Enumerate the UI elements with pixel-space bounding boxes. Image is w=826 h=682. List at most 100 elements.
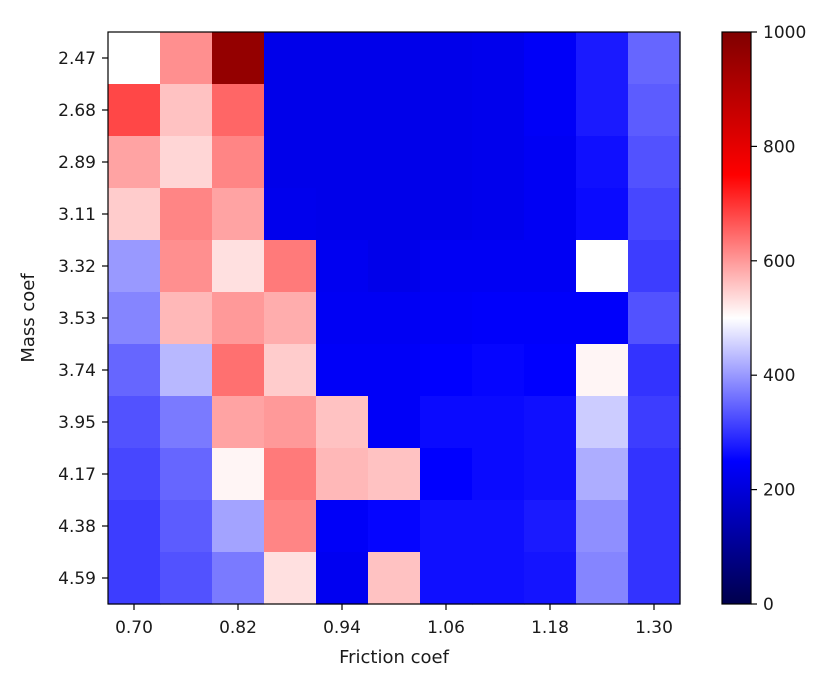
heatmap-cell [108,188,161,241]
heatmap-cell [368,500,421,553]
heatmap-cell [472,136,525,189]
heatmap-cell [576,396,629,449]
heatmap-cell [264,32,317,85]
heatmap-cell [264,188,317,241]
heatmap-cell [368,344,421,397]
y-tick-label: 2.47 [58,49,96,69]
heatmap-cell [264,552,317,605]
x-tick-label: 0.94 [323,618,361,638]
heatmap-cell [316,240,369,293]
heatmap-cell [472,188,525,241]
y-tick-label: 4.17 [58,465,96,485]
heatmap-cell [108,500,161,553]
heatmap-cell [368,292,421,345]
heatmap-cell [108,396,161,449]
x-tick-label: 0.70 [115,618,153,638]
heatmap-cell [472,240,525,293]
heatmap-cell [524,396,577,449]
colorbar-tick-label: 1000 [763,23,806,43]
heatmap-cell [316,136,369,189]
y-tick-label: 2.89 [58,153,96,173]
heatmap-cell [368,188,421,241]
heatmap-cell [212,500,265,553]
heatmap-cell [160,188,213,241]
heatmap-cell [264,344,317,397]
heatmap-cell [524,84,577,137]
heatmap-cell [524,292,577,345]
heatmap-cell [160,448,213,501]
y-tick-label: 3.53 [58,309,96,329]
heatmap-cell [316,84,369,137]
heatmap-cell [264,292,317,345]
heatmap-cell [264,136,317,189]
heatmap-cell [212,188,265,241]
x-tick-label: 1.06 [427,618,465,638]
heatmap-cell [628,344,681,397]
heatmap-cell [420,32,473,85]
heatmap-cell [524,32,577,85]
heatmap-cell [420,396,473,449]
heatmap-cell [316,344,369,397]
heatmap-cell [472,292,525,345]
y-tick-label: 3.74 [58,361,96,381]
heatmap-cell [628,240,681,293]
heatmap-cell [576,188,629,241]
heatmap-cell [108,32,161,85]
y-tick-label: 4.38 [58,517,96,537]
heatmap-cell [160,32,213,85]
heatmap-cell [264,84,317,137]
heatmap-cell [524,500,577,553]
heatmap-cell [472,32,525,85]
y-axis-label: Mass coef [18,273,39,363]
heatmap-cell [264,396,317,449]
heatmap-cell [420,344,473,397]
heatmap-cell [472,448,525,501]
heatmap-cell [576,552,629,605]
heatmap-cell [160,500,213,553]
heatmap-cell [524,240,577,293]
heatmap-cell [160,552,213,605]
heatmap-cells [108,32,681,605]
colorbar-tick-label: 600 [763,252,795,272]
heatmap-cell [628,396,681,449]
heatmap-cell [368,84,421,137]
heatmap-cell [212,396,265,449]
heatmap-cell [212,344,265,397]
y-axis-ticks: 2.47 2.68 2.89 3.11 3.32 3.53 3.74 3.95 4.17 4.38… [58,49,108,589]
heatmap-cell [316,396,369,449]
x-tick-label: 1.18 [531,618,569,638]
y-tick-label: 2.68 [58,101,96,121]
colorbar-tick-label: 400 [763,366,795,386]
heatmap-cell [368,240,421,293]
heatmap-cell [160,292,213,345]
y-tick-label: 3.11 [58,205,96,225]
heatmap-cell [316,552,369,605]
heatmap-cell [212,448,265,501]
heatmap-cell [628,32,681,85]
heatmap-cell [524,344,577,397]
heatmap-cell [628,448,681,501]
heatmap-cell [212,136,265,189]
heatmap-cell [212,32,265,85]
heatmap-cell [108,552,161,605]
heatmap-cell [160,240,213,293]
heatmap-cell [316,448,369,501]
heatmap-cell [316,32,369,85]
heatmap-cell [160,344,213,397]
heatmap-cell [576,292,629,345]
heatmap-cell [316,500,369,553]
heatmap-cell [368,448,421,501]
x-tick-label: 1.30 [635,618,673,638]
colorbar-ticks: 0 200 400 600 800 1000 [751,23,806,615]
heatmap-cell [420,448,473,501]
y-tick-label: 4.59 [58,569,96,589]
heatmap-cell [472,500,525,553]
heatmap-cell [212,552,265,605]
heatmap-cell [472,396,525,449]
heatmap-cell [108,344,161,397]
colorbar-tick-label: 0 [763,595,774,615]
x-axis-label: Friction coef [339,647,450,668]
heatmap-cell [108,292,161,345]
heatmap-cell [420,84,473,137]
